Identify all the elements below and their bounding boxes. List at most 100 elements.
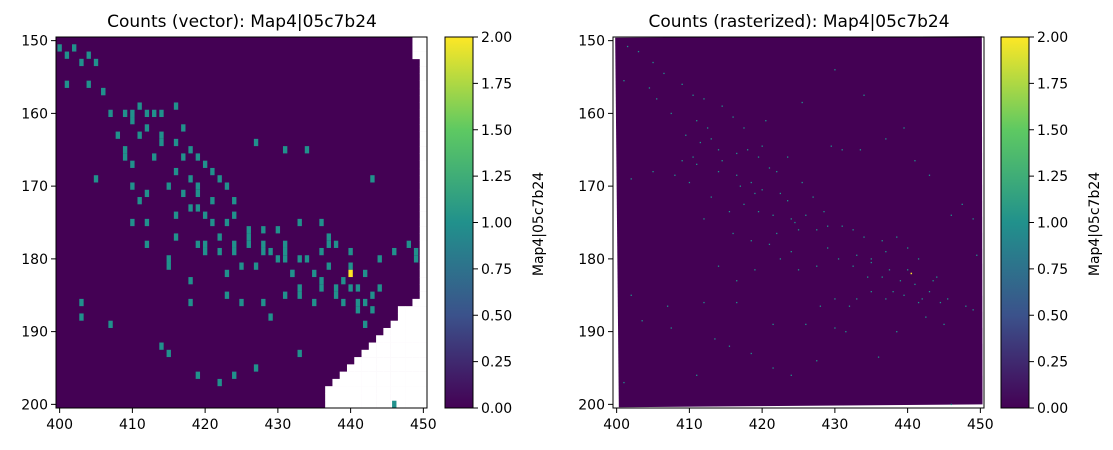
vector-cell-count-1 <box>239 298 244 307</box>
raster-point-count-1 <box>841 149 843 151</box>
vector-colorbar-label: Map4|05c7b24 <box>531 172 547 276</box>
vector-cell-count-1 <box>181 189 186 198</box>
raster-point-count-1 <box>685 134 687 136</box>
vector-cell-count-1 <box>202 247 208 256</box>
vector-cell-count-1 <box>297 255 302 263</box>
vector-nodata-cell <box>368 342 377 351</box>
vector-nodata-cell <box>376 371 384 380</box>
vector-nodata-cell <box>332 393 341 402</box>
vector-nodata-cell <box>419 291 428 300</box>
vector-cell-count-1 <box>239 262 244 270</box>
raster-point-count-1 <box>772 214 774 216</box>
vector-cell-count-1 <box>173 211 179 219</box>
vector-nodata-cell <box>383 357 391 365</box>
vector-nodata-cell <box>412 349 421 358</box>
raster-point-count-1 <box>750 352 752 355</box>
raster-point-count-1 <box>881 240 883 242</box>
vector-cell-count-1 <box>137 197 142 205</box>
vector-nodata-cell <box>405 335 413 343</box>
vector-cell-count-1 <box>188 204 193 212</box>
vector-nodata-cell <box>412 342 421 351</box>
vector-cell-count-1 <box>333 291 339 299</box>
raster-x-tick-label: 450 <box>967 417 994 433</box>
vector-nodata-cell <box>405 313 413 322</box>
vector-cell-count-1 <box>108 109 113 118</box>
raster-colorbar: 0.00 0.25 0.50 0.75 1.00 1.25 1.50 1.75 2.00 Map… <box>1000 30 1103 417</box>
raster-point-count-1 <box>881 276 883 278</box>
vector-cell-count-1 <box>166 349 171 358</box>
vector-nodata-cell <box>412 37 421 45</box>
vector-cell-count-1 <box>232 371 237 379</box>
vector-nodata-cell <box>419 240 428 249</box>
vector-nodata-cell <box>339 371 348 380</box>
vector-nodata-cell <box>376 386 384 394</box>
raster-point-count-1 <box>786 200 789 202</box>
raster-colorbar-tick-label: 1.50 <box>1037 123 1068 139</box>
vector-cell-count-1 <box>282 240 288 248</box>
vector-cell-count-1 <box>261 247 266 256</box>
raster-point-count-1 <box>834 69 836 71</box>
vector-nodata-cell <box>419 364 428 372</box>
raster-point-count-1 <box>837 258 840 260</box>
vector-nodata-cell <box>332 386 341 394</box>
vector-nodata-cell <box>405 364 413 372</box>
vector-nodata-cell <box>383 342 391 351</box>
vector-cell-count-1 <box>79 313 84 321</box>
raster-point-count-1 <box>856 254 858 256</box>
vector-nodata-cell <box>419 102 428 111</box>
vector-cell-count-1 <box>101 87 106 96</box>
raster-point-count-1 <box>834 298 836 300</box>
vector-nodata-cell <box>412 298 421 307</box>
vector-cell-count-1 <box>304 146 310 154</box>
vector-nodata-cell <box>339 378 348 387</box>
raster-point-count-1 <box>779 258 782 260</box>
raster-point-count-1 <box>852 265 854 267</box>
vector-nodata-cell <box>419 393 428 402</box>
vector-cell-count-1 <box>202 160 208 168</box>
vector-nodata-cell <box>390 371 399 380</box>
raster-point-count-1 <box>717 265 720 267</box>
raster-point-count-1 <box>750 181 752 184</box>
vector-nodata-cell <box>419 189 428 198</box>
raster-point-count-1 <box>670 112 672 115</box>
vector-cell-count-1 <box>217 233 222 241</box>
vector-nodata-cell <box>383 386 391 394</box>
vector-nodata-cell <box>405 378 413 387</box>
raster-point-count-1 <box>776 170 778 173</box>
raster-point-count-1 <box>768 167 771 169</box>
vector-nodata-cell <box>405 371 413 380</box>
vector-nodata-cell <box>419 247 428 256</box>
vector-cell-count-1 <box>355 284 361 292</box>
vector-cell-count-1 <box>130 117 135 125</box>
raster-point-count-1 <box>801 181 803 184</box>
raster-point-count-1 <box>717 170 720 173</box>
vector-nodata-cell <box>397 400 406 409</box>
raster-point-count-1 <box>710 196 712 198</box>
vector-cell-count-1 <box>144 124 150 132</box>
vector-nodata-cell <box>419 386 428 394</box>
vector-plot-frame <box>55 36 428 409</box>
vector-cell-count-1 <box>195 204 201 212</box>
vector-colorbar-tick-label: 0.00 <box>481 401 512 417</box>
vector-nodata-cell <box>419 51 428 60</box>
vector-nodata-cell <box>368 349 377 358</box>
vector-cell-count-1 <box>86 80 91 88</box>
vector-cell-count-1 <box>297 291 302 299</box>
vector-y-tick-label: 160 <box>21 106 48 122</box>
vector-nodata-cell <box>405 400 413 409</box>
raster-point-count-1 <box>794 221 796 224</box>
vector-nodata-cell <box>405 306 413 314</box>
vector-nodata-cell <box>419 349 428 358</box>
vector-cell-count-1 <box>232 211 237 219</box>
vector-nodata-cell <box>390 378 399 387</box>
vector-cell-count-1 <box>333 284 339 292</box>
vector-nodata-cell <box>361 400 370 409</box>
raster-point-count-1 <box>717 149 720 151</box>
vector-cell-count-1 <box>370 291 375 299</box>
raster-point-count-1 <box>743 127 745 129</box>
vector-nodata-cell <box>390 386 399 394</box>
vector-nodata-cell <box>368 364 377 372</box>
vector-nodata-cell <box>390 357 399 365</box>
vector-nodata-cell <box>397 327 406 336</box>
raster-point-count-1 <box>736 280 738 282</box>
